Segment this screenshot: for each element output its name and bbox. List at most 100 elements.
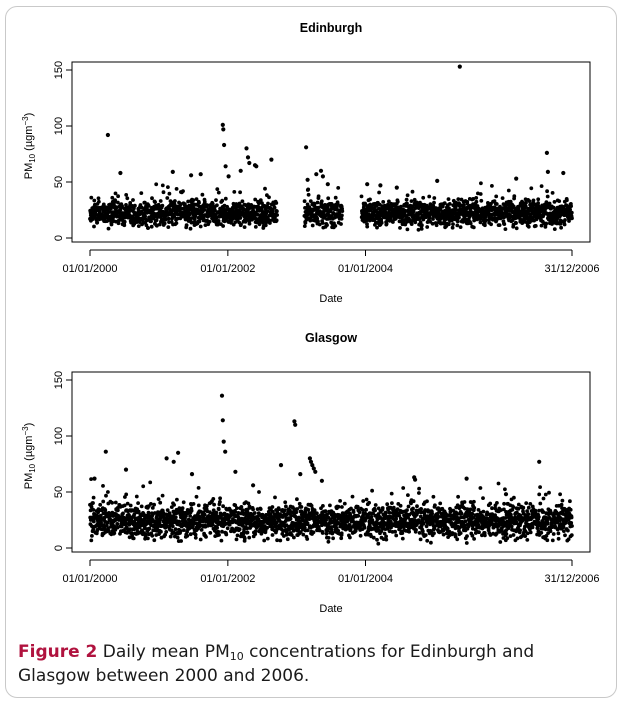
data-point xyxy=(399,204,403,209)
data-point-notable xyxy=(254,164,259,169)
data-point xyxy=(277,507,281,512)
data-point xyxy=(465,200,470,204)
y-tick-label: 0 xyxy=(53,235,65,241)
data-point xyxy=(429,540,433,545)
data-point xyxy=(333,224,338,228)
data-point xyxy=(462,203,466,208)
y-axis-label-close: ) xyxy=(23,423,35,427)
data-point xyxy=(160,493,165,498)
data-point xyxy=(221,504,226,509)
data-point xyxy=(122,223,127,228)
data-point xyxy=(471,197,476,201)
data-point xyxy=(545,538,550,543)
x-tick-label: 01/01/2004 xyxy=(338,573,393,585)
data-point xyxy=(312,201,317,206)
data-point-notable xyxy=(105,132,110,138)
data-point xyxy=(155,223,159,228)
data-point xyxy=(175,497,179,502)
data-point xyxy=(297,501,302,506)
data-point xyxy=(224,208,229,213)
data-point-notable xyxy=(278,463,284,468)
data-point xyxy=(154,218,159,223)
data-point xyxy=(498,540,503,544)
data-point-notable xyxy=(219,393,225,398)
data-point xyxy=(570,524,574,528)
data-point xyxy=(427,215,432,220)
data-point xyxy=(162,515,166,520)
data-point xyxy=(173,199,177,203)
data-point xyxy=(459,511,464,516)
data-point xyxy=(340,213,344,218)
data-point xyxy=(205,203,210,208)
data-point xyxy=(172,202,177,207)
data-point xyxy=(514,221,518,226)
data-point xyxy=(245,530,250,535)
data-point xyxy=(533,224,538,228)
y-axis-label-base: PM xyxy=(23,473,35,490)
data-point xyxy=(170,524,175,529)
data-point xyxy=(478,220,483,225)
data-point xyxy=(495,501,499,505)
data-point xyxy=(110,500,114,505)
data-point xyxy=(409,199,414,204)
data-point xyxy=(172,215,177,219)
data-point xyxy=(218,496,223,501)
data-point xyxy=(531,198,536,203)
data-point xyxy=(458,225,463,230)
data-point xyxy=(457,215,461,220)
data-point xyxy=(278,538,283,543)
data-point xyxy=(157,520,162,525)
data-point xyxy=(275,510,280,515)
data-point xyxy=(434,223,439,228)
data-point xyxy=(89,477,93,481)
data-point xyxy=(197,219,202,224)
data-point xyxy=(320,531,325,535)
data-point xyxy=(262,538,267,543)
data-point xyxy=(324,531,329,536)
data-point xyxy=(146,510,151,515)
data-point xyxy=(551,205,556,210)
data-point xyxy=(516,502,521,507)
data-point xyxy=(368,197,372,202)
data-point xyxy=(122,219,127,224)
data-point xyxy=(566,528,570,533)
data-point xyxy=(436,514,441,519)
data-point-notable xyxy=(318,168,324,173)
data-point xyxy=(336,186,341,190)
data-point xyxy=(526,512,531,516)
data-point xyxy=(238,190,243,195)
data-point xyxy=(189,508,194,513)
data-point xyxy=(173,515,178,520)
data-point xyxy=(430,511,434,516)
data-point xyxy=(336,528,341,533)
data-point xyxy=(112,531,117,535)
data-point xyxy=(391,220,395,224)
data-point xyxy=(406,493,410,497)
data-point xyxy=(305,202,310,207)
figure-label: Figure 2 xyxy=(18,642,98,662)
x-tick-label: 01/01/2000 xyxy=(62,573,117,585)
data-point xyxy=(218,500,222,504)
data-point xyxy=(284,504,288,509)
data-point xyxy=(543,492,548,497)
data-point xyxy=(149,502,153,506)
data-point xyxy=(458,531,463,535)
data-point xyxy=(483,223,487,228)
data-point xyxy=(385,502,390,507)
data-point xyxy=(303,221,308,225)
data-point xyxy=(232,190,237,194)
data-points xyxy=(88,393,574,546)
data-point-notable xyxy=(320,174,325,179)
data-point-notable xyxy=(221,439,226,444)
data-point xyxy=(181,189,185,194)
data-point xyxy=(411,499,416,504)
data-point xyxy=(253,225,258,229)
y-axis-label-unit: (µgm xyxy=(23,126,35,154)
data-point xyxy=(393,529,397,534)
data-point xyxy=(425,499,429,504)
x-axis-label: Date xyxy=(319,293,342,305)
chart-title: Glasgow xyxy=(305,331,357,345)
data-point xyxy=(539,223,544,228)
data-point xyxy=(488,501,493,506)
data-point xyxy=(198,537,203,542)
